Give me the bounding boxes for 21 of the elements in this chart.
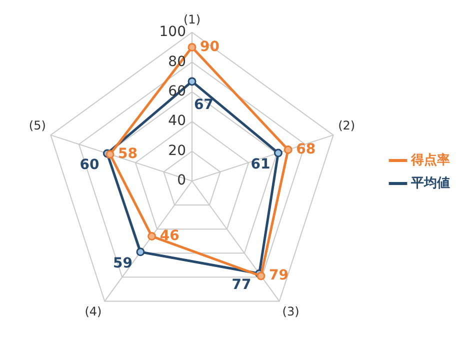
y-tick-label: 40 [168,113,186,130]
y-tick-label: 100 [159,24,186,40]
y-tick-label: 0 [177,172,186,189]
spoke-label: (2) [338,118,356,132]
legend-label: 平均値 [410,176,450,191]
y-tick-label: 20 [168,142,186,159]
spoke-label: (1) [184,12,200,26]
data-label: 90 [200,38,220,55]
data-label: 46 [160,228,180,244]
data-label: 68 [296,141,316,158]
data-label: 60 [80,157,100,174]
legend-label: 得点率 [410,152,450,168]
data-label: 77 [232,277,252,294]
spoke-label: (4) [84,304,102,319]
spoke-label: (5) [28,118,46,132]
data-label: 59 [112,256,132,272]
data-label: 61 [250,156,270,173]
spoke-label: (3) [282,304,300,319]
data-label: 79 [269,268,288,284]
data-label: 67 [194,97,214,114]
data-label: 58 [118,146,138,162]
